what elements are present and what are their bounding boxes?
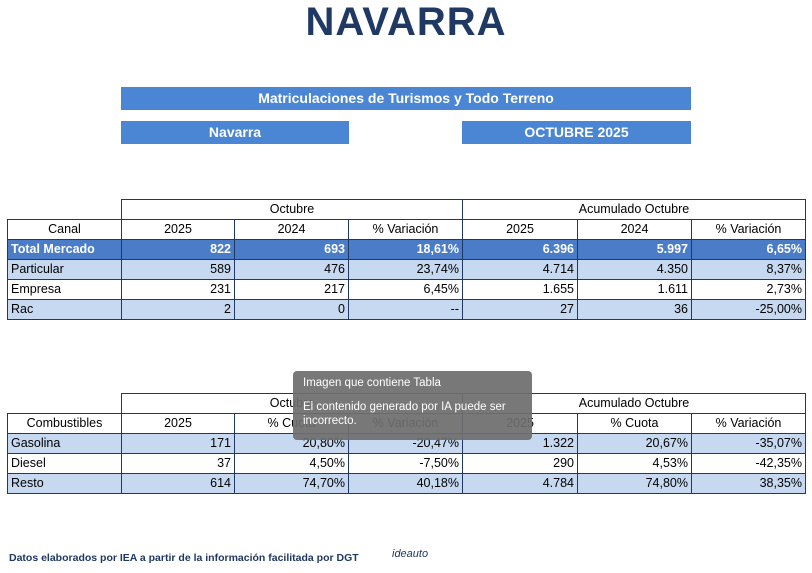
row-label: Particular <box>7 259 122 280</box>
column-header: 2025 <box>121 413 235 434</box>
value-cell: 38,35% <box>691 473 806 494</box>
group-header: Octubre <box>121 199 463 220</box>
value-cell: 217 <box>234 279 349 300</box>
value-cell: 4.784 <box>462 473 578 494</box>
row-label: Rac <box>7 299 122 320</box>
value-cell: -35,07% <box>691 433 806 454</box>
row-label: Resto <box>7 473 122 494</box>
value-cell: 2,73% <box>691 279 806 300</box>
period: OCTUBRE 2025 <box>462 121 691 144</box>
value-cell: 74,80% <box>577 473 692 494</box>
column-header: % Cuota <box>577 413 692 434</box>
value-cell: 4,50% <box>234 453 349 474</box>
value-cell: 614 <box>121 473 235 494</box>
column-header: Combustibles <box>7 413 122 434</box>
value-cell: 6.396 <box>462 239 578 260</box>
value-cell: 476 <box>234 259 349 280</box>
value-cell: -42,35% <box>691 453 806 474</box>
footer-note: Datos elaborados por IEA a partir de la … <box>9 552 359 564</box>
value-cell: 18,61% <box>348 239 463 260</box>
group-header: Acumulado Octubre <box>462 199 806 220</box>
column-header: 2025 <box>121 219 235 240</box>
value-cell: 40,18% <box>348 473 463 494</box>
value-cell: 0 <box>234 299 349 320</box>
title: NAVARRA <box>305 0 507 44</box>
value-cell: 1.655 <box>462 279 578 300</box>
row-label: Empresa <box>7 279 122 300</box>
column-header: 2024 <box>577 219 692 240</box>
value-cell: 6,65% <box>691 239 806 260</box>
column-header: 2025 <box>462 219 578 240</box>
value-cell: 6,45% <box>348 279 463 300</box>
value-cell: -7,50% <box>348 453 463 474</box>
tooltip-text: El contenido generado por IA puede ser i… <box>303 401 506 427</box>
column-header: 2024 <box>234 219 349 240</box>
value-cell: 171 <box>121 433 235 454</box>
row-label: Gasolina <box>7 433 122 454</box>
value-cell: 231 <box>121 279 235 300</box>
value-cell: 36 <box>577 299 692 320</box>
value-cell: 8,37% <box>691 259 806 280</box>
logo: ideauto <box>392 548 429 560</box>
value-cell: 4.350 <box>577 259 692 280</box>
value-cell: 5.997 <box>577 239 692 260</box>
value-cell: 589 <box>121 259 235 280</box>
value-cell: 23,74% <box>348 259 463 280</box>
row-label: Diesel <box>7 453 122 474</box>
column-header: Canal <box>7 219 122 240</box>
region: Navarra <box>121 121 349 144</box>
value-cell: 693 <box>234 239 349 260</box>
tooltip-title: Imagen que contiene Tabla <box>303 377 441 389</box>
value-cell: 20,67% <box>577 433 692 454</box>
value-cell: 822 <box>121 239 235 260</box>
value-cell: 2 <box>121 299 235 320</box>
column-header: % Variación <box>348 219 463 240</box>
column-header: % Variación <box>691 219 806 240</box>
value-cell: 4.714 <box>462 259 578 280</box>
column-header: % Variación <box>691 413 806 434</box>
value-cell: 37 <box>121 453 235 474</box>
value-cell: 4,53% <box>577 453 692 474</box>
value-cell: 74,70% <box>234 473 349 494</box>
value-cell: -25,00% <box>691 299 806 320</box>
value-cell: 27 <box>462 299 578 320</box>
row-label: Total Mercado <box>7 239 122 260</box>
value-cell: 1.611 <box>577 279 692 300</box>
value-cell: -- <box>348 299 463 320</box>
value-cell: 290 <box>462 453 578 474</box>
tooltip: Imagen que contiene Tabla El contenido ge… <box>293 371 532 440</box>
banner: Matriculaciones de Turismos y Todo Terre… <box>121 87 691 110</box>
